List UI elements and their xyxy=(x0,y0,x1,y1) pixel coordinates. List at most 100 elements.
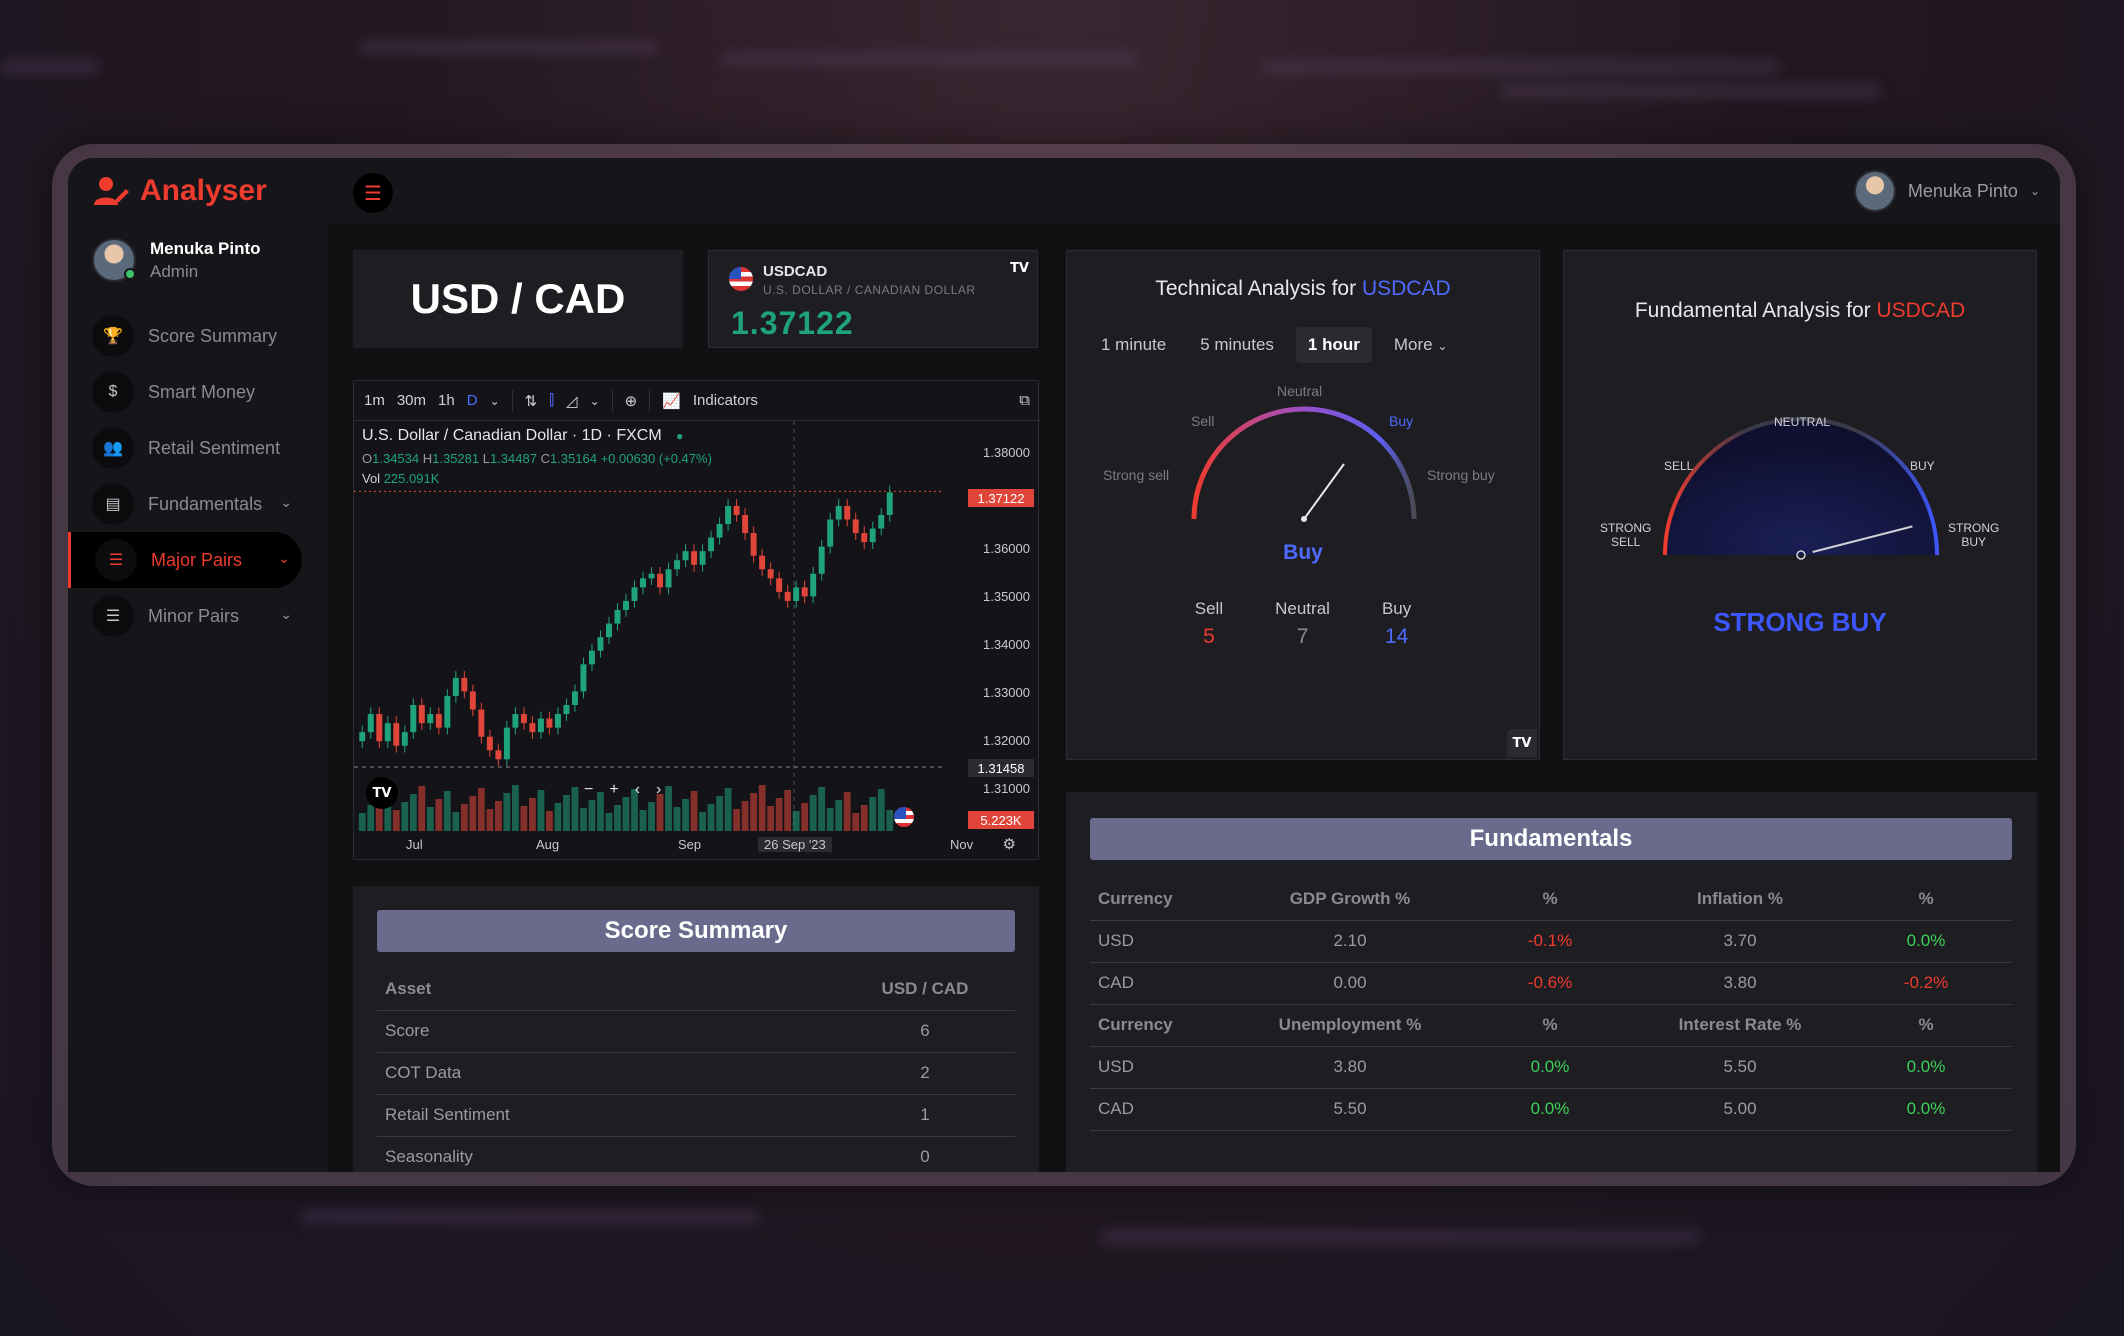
interval-d[interactable]: D xyxy=(466,392,478,409)
gauge-needle xyxy=(1303,463,1345,520)
value-cell: -0.2% xyxy=(1840,962,2012,1005)
volume-bar xyxy=(886,810,894,831)
settings-icon[interactable]: ⚙ xyxy=(1002,836,1016,853)
sidebar: Menuka Pinto Admin 🏆 Score Summary $ Sma… xyxy=(68,224,328,1172)
table-header-row: Currency GDP Growth %% Inflation %% xyxy=(1090,878,2012,921)
volume-bar xyxy=(741,801,749,831)
table-header: Interest Rate % xyxy=(1640,1004,1840,1047)
area-chart-icon[interactable]: ◿ xyxy=(566,392,578,410)
external-link-icon[interactable]: ⧉ xyxy=(1019,392,1030,409)
hamburger-icon: ☰ xyxy=(364,182,382,205)
volume-bar xyxy=(426,807,434,831)
y-tick: 1.35000 xyxy=(983,589,1030,604)
candle-body xyxy=(725,505,732,525)
volume-bar xyxy=(452,812,460,831)
volume-bar xyxy=(511,785,519,831)
tab-5-minutes[interactable]: 5 minutes xyxy=(1200,335,1274,354)
volume-bar xyxy=(843,792,851,831)
zoom-out-icon[interactable]: − xyxy=(584,781,594,798)
candle-body xyxy=(529,723,536,733)
interval-30m[interactable]: 30m xyxy=(396,392,427,409)
scroll-left-icon[interactable]: ‹ xyxy=(634,781,641,798)
ticker-card[interactable]: USDCAD U.S. DOLLAR / CANADIAN DOLLAR 1.3… xyxy=(708,250,1038,348)
currency-cell: USD xyxy=(1090,920,1240,963)
volume-bar xyxy=(554,803,562,831)
tab-1-minute[interactable]: 1 minute xyxy=(1101,335,1167,354)
volume-bar xyxy=(418,786,426,831)
candle-body xyxy=(376,714,383,742)
value-cell: 0.0% xyxy=(1840,1088,2012,1131)
sidebar-item-fundamentals[interactable]: ▤ Fundamentals ⌄ xyxy=(68,476,328,532)
volume-bar xyxy=(673,807,681,831)
volume-bar xyxy=(648,802,655,831)
volume-bar xyxy=(792,811,800,831)
tab-1-hour[interactable]: 1 hour xyxy=(1295,327,1372,363)
count-value: 5 xyxy=(1203,625,1215,648)
y-tick: 1.31000 xyxy=(983,781,1030,796)
indicators-button[interactable]: Indicators xyxy=(692,392,758,409)
candle-body xyxy=(461,677,468,692)
volume-bar xyxy=(869,797,877,831)
chart-ohlc: O1.34534 H1.35281 L1.34487 C1.35164 +0.0… xyxy=(362,451,712,466)
score-summary-panel: Score Summary Asset USD / CAD Score 6 COT … xyxy=(353,886,1039,1172)
sidebar-item-label: Retail Sentiment xyxy=(148,437,281,458)
gauge-label-strong-buy: Strong buy xyxy=(1427,467,1495,483)
candlestick-plot[interactable] xyxy=(354,421,944,831)
interval-1m[interactable]: 1m xyxy=(364,392,385,409)
volume-bar xyxy=(809,795,817,831)
value-cell: 3.70 xyxy=(1640,920,1840,963)
y-tick: 1.33000 xyxy=(983,685,1030,700)
value-cell: 0.0% xyxy=(1840,1046,2012,1089)
table-header-row: Currency Unemployment %% Interest Rate %% xyxy=(1090,1004,2012,1047)
candles-icon[interactable]: ⫿ xyxy=(549,392,555,409)
volume-bar xyxy=(358,813,366,831)
row-label: Seasonality xyxy=(377,1136,835,1172)
chevron-down-icon[interactable]: ⌄ xyxy=(489,393,500,408)
tab-more[interactable]: More ⌄ xyxy=(1382,327,1460,363)
crosshair-date: 26 Sep '23 xyxy=(758,837,832,852)
candle-body xyxy=(597,637,604,651)
volume-bar xyxy=(503,793,511,831)
volume-bar xyxy=(409,794,417,831)
logo[interactable]: Analyser xyxy=(92,174,267,208)
gauge-label-line: STRONG xyxy=(1948,521,2000,535)
compare-icon[interactable]: ⇅ xyxy=(524,392,538,410)
timeframe-tabs: 1 minute 5 minutes 1 hour More ⌄ xyxy=(1089,327,1459,363)
scroll-right-icon[interactable]: › xyxy=(656,781,662,798)
price-chart[interactable]: 1m 30m 1h D ⌄ ⇅ ⫿ ◿ ⌄ ⊕ 📈 Indicators ⧉ U… xyxy=(353,380,1040,860)
volume-bar xyxy=(784,790,792,831)
hamburger-menu-button[interactable]: ☰ xyxy=(353,173,393,213)
x-tick: Nov xyxy=(950,837,974,852)
user-menu[interactable]: Menuka Pinto ⌄ xyxy=(1853,170,2040,212)
x-tick: Aug xyxy=(536,837,560,852)
gauge-label-line: BUY xyxy=(1961,535,1987,549)
sidebar-item-major-pairs[interactable]: ☰ Major Pairs ⌄ xyxy=(68,532,302,588)
indicators-icon[interactable]: 📈 xyxy=(662,392,681,410)
chevron-down-icon[interactable]: ⌄ xyxy=(589,393,600,408)
avatar xyxy=(92,238,136,282)
sidebar-item-score-summary[interactable]: 🏆 Score Summary xyxy=(68,308,328,364)
volume-bar xyxy=(443,791,451,831)
y-tick: 1.34000 xyxy=(983,637,1030,652)
interval-1h[interactable]: 1h xyxy=(438,392,455,409)
add-icon[interactable]: ⊕ xyxy=(624,392,638,410)
candle-body xyxy=(886,492,893,515)
ohlc-open: 1.34534 xyxy=(372,451,420,466)
candle-body xyxy=(733,505,740,515)
candle-body xyxy=(844,505,851,520)
count-label: Neutral xyxy=(1275,599,1330,618)
sidebar-item-minor-pairs[interactable]: ☰ Minor Pairs ⌄ xyxy=(68,588,328,644)
value-cell: 5.00 xyxy=(1640,1088,1840,1131)
volume-bar xyxy=(392,810,400,831)
divider xyxy=(511,389,513,412)
sidebar-item-retail-sentiment[interactable]: 👥 Retail Sentiment xyxy=(68,420,328,476)
gauge-label-neutral: Neutral xyxy=(1277,383,1323,399)
candle-body xyxy=(418,705,425,724)
candle-body xyxy=(682,551,689,561)
count-sell: Sell 5 xyxy=(1195,599,1223,649)
volume-bar xyxy=(852,813,860,831)
candle-body xyxy=(410,705,417,733)
zoom-in-icon[interactable]: + xyxy=(609,781,619,798)
sidebar-item-smart-money[interactable]: $ Smart Money xyxy=(68,364,328,420)
volume-bar xyxy=(860,805,868,831)
